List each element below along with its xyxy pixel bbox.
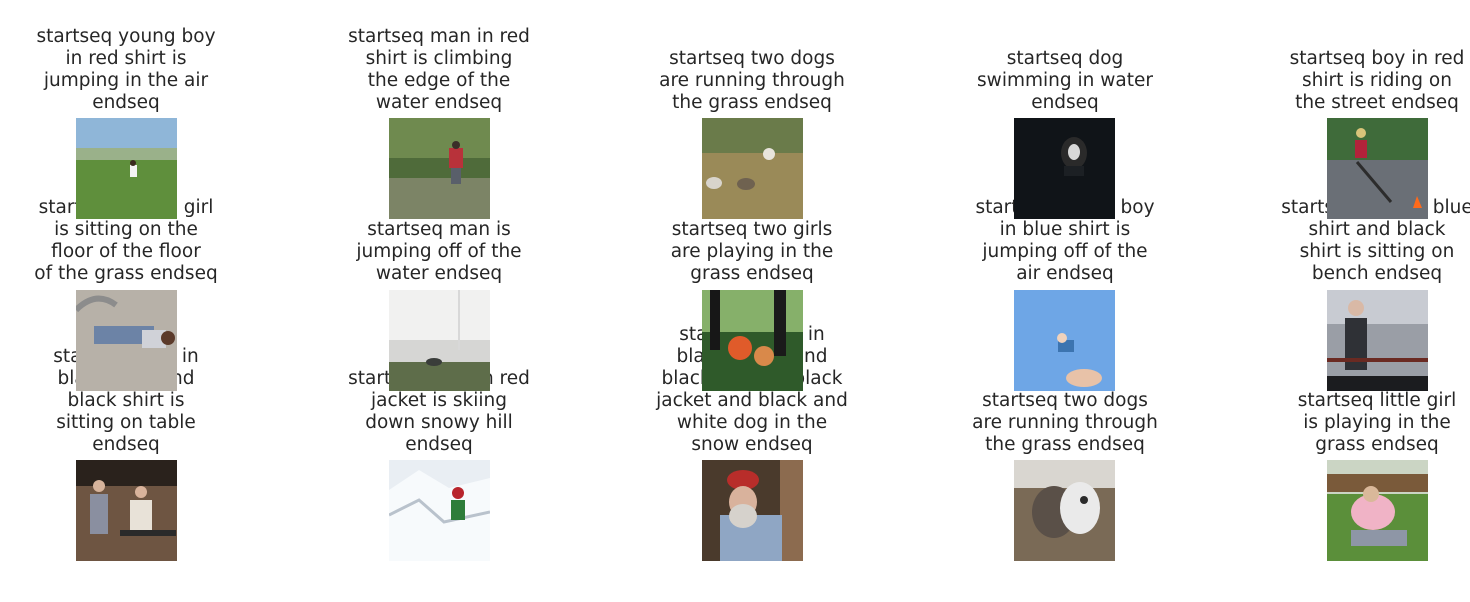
panel-photo	[1014, 290, 1115, 391]
panel-caption: startseq boy in red shirt is riding on t…	[1289, 48, 1465, 113]
panel-photo	[1327, 118, 1428, 219]
panel-caption: startseq two girls are playing in the gr…	[670, 219, 834, 284]
panel-caption: startseq two dogs are running through th…	[659, 48, 845, 113]
panel-caption: startseq man in red shirt is climbing th…	[348, 26, 530, 113]
panel-photo	[76, 118, 177, 219]
panel-caption: startseq man is jumping off of the water…	[356, 219, 522, 284]
panel-photo	[76, 290, 177, 391]
panel-caption: startseq young boy in red shirt is jumpi…	[36, 26, 216, 113]
panel-photo	[389, 118, 490, 219]
panel-photo	[1014, 460, 1115, 561]
panel-caption: startseq dog swimming in water endseq	[977, 48, 1153, 113]
panel-photo	[76, 460, 177, 561]
panel-photo	[702, 460, 803, 561]
panel-caption: startseq two dogs are running through th…	[972, 390, 1158, 455]
panel-photo	[1327, 290, 1428, 391]
panel-photo	[702, 290, 803, 391]
panel-photo	[702, 118, 803, 219]
panel-photo	[1327, 460, 1428, 561]
panel-photo	[1014, 118, 1115, 219]
panel-photo	[389, 290, 490, 391]
panel-photo	[389, 460, 490, 561]
panel-caption: startseq little girl is playing in the g…	[1297, 390, 1457, 455]
